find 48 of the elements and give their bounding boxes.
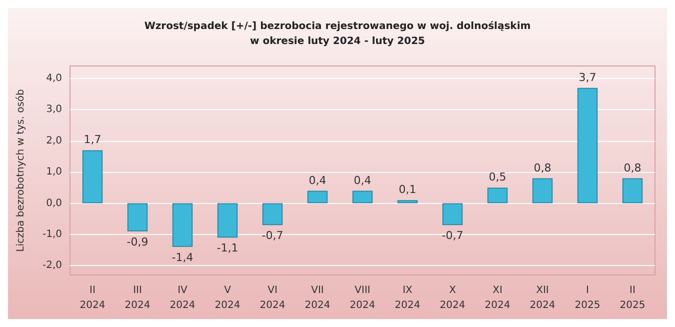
x-tick-label: IX 2024 xyxy=(394,285,420,311)
bar xyxy=(307,190,328,204)
y-axis-title: Liczba bezrobotnych w tys. osób xyxy=(16,89,26,252)
bar xyxy=(397,200,418,204)
x-tick-label: I 2025 xyxy=(574,285,600,311)
bar xyxy=(532,178,553,204)
x-tick-label: VIII 2024 xyxy=(350,285,376,311)
x-tick-label: II 2024 xyxy=(80,285,106,311)
bar xyxy=(442,203,463,226)
y-tick-label: 1,0 xyxy=(46,166,62,178)
data-label: 0,4 xyxy=(354,174,372,187)
data-label: 3,7 xyxy=(578,70,596,84)
x-tick-label: XII 2024 xyxy=(530,285,556,311)
data-label: 0,5 xyxy=(488,170,506,184)
data-label: 0,4 xyxy=(308,174,326,187)
x-tick-label: III 2024 xyxy=(124,285,150,311)
data-label: 0,8 xyxy=(534,161,552,174)
x-tick-label: IV 2024 xyxy=(170,285,196,311)
data-label: -1,1 xyxy=(216,242,238,255)
data-label: -0,9 xyxy=(126,235,148,248)
x-tick-label: V 2024 xyxy=(214,285,240,311)
bar xyxy=(217,203,238,238)
bar xyxy=(487,188,508,204)
x-tick-label: XI 2024 xyxy=(484,285,510,311)
data-label: -0,7 xyxy=(442,229,464,242)
data-label: 0,1 xyxy=(398,183,416,196)
y-tick-label: -2,0 xyxy=(42,260,62,272)
data-label: 0,8 xyxy=(624,161,642,174)
bar xyxy=(82,150,103,204)
x-tick-label: VII 2024 xyxy=(304,285,330,311)
bar xyxy=(577,88,598,204)
bar xyxy=(172,203,193,247)
x-tick-label: VI 2024 xyxy=(260,285,286,311)
y-tick-label: -1,0 xyxy=(42,228,62,240)
bar xyxy=(127,203,148,232)
bar xyxy=(622,178,643,204)
x-tick-label: X 2024 xyxy=(440,285,466,311)
x-tick-label: II 2025 xyxy=(620,285,646,311)
data-label: 1,7 xyxy=(84,133,102,146)
y-tick-label: 4,0 xyxy=(46,72,62,84)
y-tick-label: 0,0 xyxy=(46,198,62,209)
bar xyxy=(352,190,373,204)
data-label: -0,7 xyxy=(262,229,284,242)
bar xyxy=(262,203,283,226)
y-tick-label: 3,0 xyxy=(46,104,62,116)
data-label: -1,4 xyxy=(172,250,194,264)
y-tick-label: 2,0 xyxy=(46,135,62,146)
chart-title: Wzrost/spadek [+/-] bezrobocia rejestrowanego w woj. dolnośląskim w okresie luty 2024 - luty 2025 xyxy=(144,20,531,47)
